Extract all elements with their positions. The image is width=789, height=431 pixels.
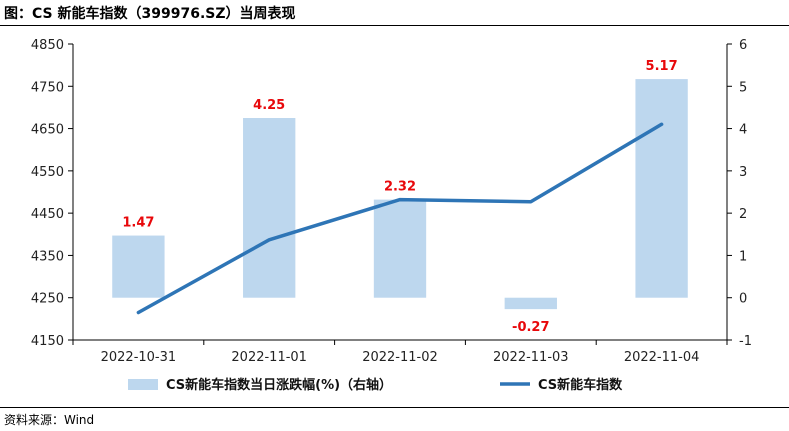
left-tick-label: 4450: [31, 207, 64, 222]
axes: 4150 4250 4350 4450 4550 4650 4750 4850 -1 0 1 2 3 4 5…: [31, 38, 752, 365]
index-line: [136, 122, 664, 315]
left-tick-label: 4350: [31, 249, 64, 264]
left-tick-label: 4550: [31, 165, 64, 180]
chart-title: 图：CS 新能车指数（399976.SZ）当周表现: [4, 6, 296, 22]
title-divider: [0, 25, 789, 26]
chart: 4150 4250 4350 4450 4550 4650 4750 4850 -1 0 1 2 3 4 5…: [31, 38, 752, 393]
legend-label-line: CS新能车指数: [538, 377, 623, 393]
x-tick-label: 2022-11-01: [231, 350, 307, 365]
legend-swatch-bar: [128, 379, 158, 390]
x-tick-label: 2022-10-31: [101, 350, 177, 365]
x-tick-label: 2022-11-03: [493, 350, 569, 365]
right-tick-label: 1: [739, 249, 747, 264]
legend-label-bar: CS新能车指数当日涨跌幅(%)（右轴）: [166, 377, 392, 393]
left-tick-label: 4250: [31, 292, 64, 307]
bar: [112, 235, 165, 298]
left-tick-label: 4150: [31, 334, 64, 349]
bar-data-label: 1.47: [122, 216, 154, 231]
left-tick-label: 4750: [31, 80, 64, 95]
legend: CS新能车指数当日涨跌幅(%)（右轴） CS新能车指数: [128, 377, 623, 393]
bar-data-label: 5.17: [646, 59, 678, 74]
bars: [112, 79, 688, 310]
right-tick-label: 5: [739, 80, 747, 95]
right-tick-label: 4: [739, 123, 747, 138]
data-labels: 1.47 4.25 2.32 -0.27 5.17: [122, 59, 677, 335]
bar: [504, 297, 557, 310]
left-tick-label: 4650: [31, 123, 64, 138]
right-tick-label: 6: [739, 38, 747, 53]
bar-data-label: -0.27: [512, 320, 549, 335]
bar-data-label: 2.32: [384, 180, 416, 195]
right-tick-label: 3: [739, 165, 747, 180]
left-tick-label: 4850: [31, 38, 64, 53]
bar: [373, 199, 427, 298]
x-tick-label: 2022-11-02: [362, 350, 438, 365]
bar: [243, 118, 296, 298]
bar: [635, 79, 688, 298]
right-tick-label: 0: [739, 292, 747, 307]
right-tick-label: -1: [739, 334, 752, 349]
bar-data-label: 4.25: [253, 98, 285, 113]
x-tick-label: 2022-11-04: [624, 350, 700, 365]
source-note: 资料来源：Wind: [4, 413, 95, 427]
line-series: [136, 122, 664, 315]
footer-divider: [0, 407, 789, 408]
right-tick-label: 2: [739, 207, 747, 222]
